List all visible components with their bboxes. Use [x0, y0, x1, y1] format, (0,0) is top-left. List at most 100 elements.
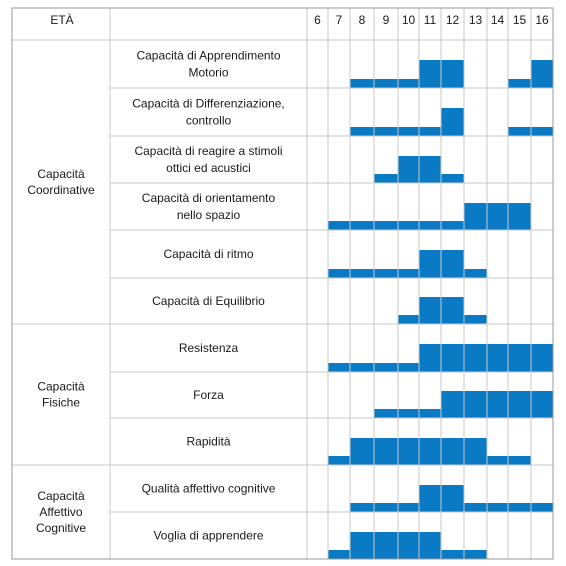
bar-cell — [508, 79, 532, 88]
group-label: Fisiche — [42, 396, 80, 410]
bar-cell — [398, 127, 420, 136]
row-label: Capacità di Equilibrio — [152, 294, 265, 308]
bar-cell — [398, 532, 420, 559]
bar-cell — [374, 127, 399, 136]
row-label: Capacità di ritmo — [163, 247, 253, 261]
bar-cell — [374, 79, 399, 88]
row-label: Motorio — [188, 66, 228, 80]
age-label-13: 13 — [469, 13, 483, 27]
age-label-6: 6 — [314, 13, 321, 27]
age-label-16: 16 — [535, 13, 549, 27]
bar-cell — [419, 438, 442, 465]
bar-cell — [464, 438, 488, 465]
age-label-12: 12 — [446, 13, 460, 27]
bar-cell — [531, 391, 554, 418]
age-label-10: 10 — [402, 13, 416, 27]
bar-cell — [464, 203, 488, 230]
row-label: Capacità di reagire a stimoli — [134, 144, 282, 158]
row-label: Rapidità — [186, 435, 230, 449]
bar-cell — [441, 344, 465, 372]
group-label: Capacità — [37, 489, 85, 503]
bar-cell — [328, 456, 351, 465]
age-label-7: 7 — [336, 13, 343, 27]
bar-cell — [464, 269, 488, 278]
bar-cell — [508, 456, 532, 465]
bar-cell — [419, 297, 442, 324]
bar-cell — [531, 344, 554, 372]
bar-cell — [374, 438, 399, 465]
age-label-11: 11 — [424, 13, 437, 27]
bar-cell — [374, 503, 399, 512]
bar-cell — [531, 60, 554, 88]
bar-cell — [328, 269, 351, 278]
bar-cell — [419, 485, 442, 512]
bar-cell — [487, 503, 509, 512]
bar-cell — [350, 532, 375, 559]
bar-cell — [350, 221, 375, 230]
bar-cell — [374, 221, 399, 230]
age-label-14: 14 — [491, 13, 505, 27]
bar-cell — [441, 60, 465, 88]
age-label-8: 8 — [359, 13, 366, 27]
bar-cell — [398, 315, 420, 324]
bar-cell — [441, 391, 465, 418]
bar-cell — [350, 269, 375, 278]
table-border — [11, 7, 554, 560]
bar-cell — [464, 391, 488, 418]
bar-cell — [441, 550, 465, 559]
bar-cell — [350, 363, 375, 372]
age-header-label: ETÀ — [50, 12, 73, 27]
bar-cell — [464, 503, 488, 512]
group-label: Affettivo — [39, 505, 82, 519]
age-label-9: 9 — [383, 13, 390, 27]
bar-cell — [398, 221, 420, 230]
row-label: Resistenza — [179, 341, 239, 355]
bar-cell — [398, 269, 420, 278]
group-label: Cognitive — [36, 521, 86, 535]
bar-cell — [531, 127, 554, 136]
row-label: controllo — [186, 114, 232, 128]
bar-cell — [487, 203, 509, 230]
bar-cell — [398, 503, 420, 512]
bar-cell — [398, 79, 420, 88]
bar-cell — [464, 315, 488, 324]
bar-cell — [374, 363, 399, 372]
bar-cell — [328, 221, 351, 230]
row-label: Capacità di orientamento — [142, 191, 276, 205]
bar-cell — [374, 269, 399, 278]
bar-cell — [328, 550, 351, 559]
group-label: Capacità — [37, 167, 85, 181]
labels-layer: ETÀ 6 7 8 9 10 11 12 13 14 15 16 Capacità di Appren… — [27, 12, 549, 543]
bar-cell — [487, 456, 509, 465]
bar-cell — [441, 438, 465, 465]
bar-cell — [508, 127, 532, 136]
bar-cell — [374, 532, 399, 559]
bar-cell — [441, 297, 465, 324]
row-label: Voglia di apprendere — [153, 529, 263, 543]
bar-cell — [374, 174, 399, 183]
row-label: Forza — [193, 388, 224, 402]
row-label: ottici ed acustici — [166, 161, 251, 175]
bar-cell — [398, 363, 420, 372]
bar-cell — [464, 344, 488, 372]
bar-cell — [398, 438, 420, 465]
bar-cell — [441, 250, 465, 278]
bar-cell — [441, 174, 465, 183]
bars-layer — [328, 60, 554, 559]
bar-cell — [350, 503, 375, 512]
group-label: Coordinative — [27, 183, 95, 197]
bar-cell — [398, 409, 420, 418]
age-label-15: 15 — [513, 13, 527, 27]
bar-cell — [464, 550, 488, 559]
bar-cell — [419, 156, 442, 183]
bar-cell — [419, 250, 442, 278]
bar-cell — [441, 485, 465, 512]
row-label: Capacità di Differenziazione, — [132, 97, 285, 111]
bar-cell — [419, 409, 442, 418]
bar-cell — [350, 127, 375, 136]
bar-cell — [508, 503, 532, 512]
group-label: Capacità — [37, 380, 85, 394]
bar-cell — [374, 409, 399, 418]
bar-cell — [350, 79, 375, 88]
